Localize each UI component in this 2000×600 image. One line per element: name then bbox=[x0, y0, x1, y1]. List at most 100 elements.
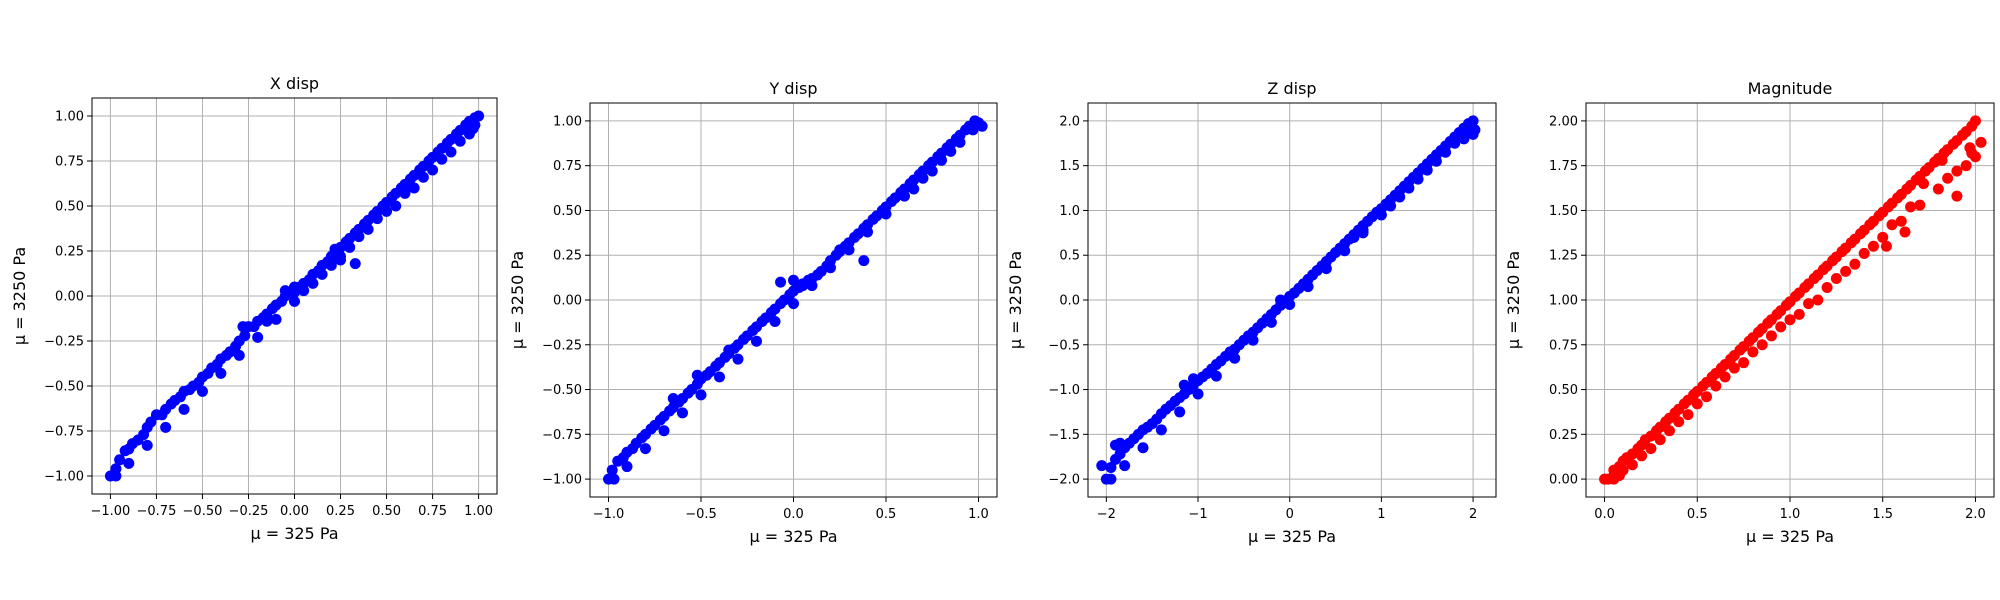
x-tick-label: 1.00 bbox=[464, 504, 493, 519]
data-point bbox=[1691, 398, 1703, 410]
data-point bbox=[862, 226, 873, 238]
data-point bbox=[1105, 473, 1117, 485]
data-point bbox=[329, 243, 341, 255]
data-point bbox=[1719, 371, 1731, 383]
data-point bbox=[325, 252, 337, 264]
data-point bbox=[1265, 316, 1277, 328]
x-tick-label: 0.0 bbox=[783, 507, 804, 522]
y-tick-label: 0.75 bbox=[553, 159, 582, 174]
data-point bbox=[1895, 215, 1907, 227]
x-tick-label: −0.25 bbox=[229, 504, 269, 519]
y-tick-label: −1.00 bbox=[44, 470, 84, 485]
data-point bbox=[1430, 155, 1442, 167]
x-tick-label: −0.75 bbox=[137, 504, 177, 519]
data-point bbox=[316, 268, 328, 280]
data-point bbox=[349, 258, 361, 270]
data-point bbox=[1357, 224, 1369, 236]
chart-title: Z disp bbox=[1267, 79, 1316, 98]
data-point bbox=[843, 244, 855, 256]
data-point bbox=[1899, 226, 1911, 238]
data-point bbox=[1728, 362, 1740, 374]
data-point bbox=[196, 385, 208, 397]
data-point bbox=[1738, 357, 1750, 369]
data-point bbox=[270, 313, 282, 325]
x-tick-label: 0 bbox=[1286, 507, 1294, 522]
y-tick-label: 0.75 bbox=[1549, 338, 1578, 353]
data-point bbox=[1905, 201, 1917, 213]
y-axis-label: μ = 3250 Pa bbox=[1006, 251, 1025, 349]
data-point bbox=[667, 393, 679, 404]
x-tick-label: 0.5 bbox=[1687, 507, 1708, 522]
data-point bbox=[1626, 459, 1638, 471]
data-point bbox=[289, 295, 300, 307]
data-point bbox=[1320, 263, 1332, 275]
data-point bbox=[691, 369, 703, 381]
data-point bbox=[1701, 391, 1713, 403]
data-point bbox=[1830, 273, 1842, 285]
data-point bbox=[1348, 231, 1360, 243]
data-point bbox=[1302, 281, 1314, 293]
data-point bbox=[858, 255, 870, 267]
x-ticks: 0.0 0.5 1.0 1.5 2.0 bbox=[1594, 497, 1986, 522]
data-point bbox=[1096, 460, 1108, 472]
data-point bbox=[408, 182, 420, 194]
subplot-magnitude: 0.0 0.5 1.0 1.5 2.0 0.00 0.25 0.50 0.75 1.00 1.25… bbox=[1504, 79, 1995, 546]
x-tick-label: 0.5 bbox=[876, 507, 897, 522]
x-tick-label: 0.25 bbox=[326, 504, 355, 519]
data-point bbox=[1765, 330, 1777, 342]
data-point bbox=[880, 208, 892, 220]
x-tick-label: −1.00 bbox=[90, 504, 130, 519]
grid bbox=[1088, 103, 1496, 497]
y-tick-label: 1.50 bbox=[1549, 204, 1578, 219]
y-tick-label: 0.00 bbox=[55, 290, 84, 305]
data-point bbox=[1803, 298, 1815, 310]
x-tick-label: 0.00 bbox=[280, 504, 309, 519]
scatter-points bbox=[104, 110, 485, 482]
x-tick-label: −2 bbox=[1097, 507, 1116, 522]
data-point bbox=[751, 335, 762, 347]
data-point bbox=[1210, 370, 1222, 382]
y-tick-label: 0.50 bbox=[1549, 383, 1578, 398]
data-point bbox=[908, 183, 920, 195]
y-tick-label: 1.5 bbox=[1059, 159, 1080, 174]
x-tick-label: 2 bbox=[1469, 507, 1477, 522]
x-tick-label: −0.50 bbox=[183, 504, 223, 519]
data-point bbox=[976, 120, 988, 132]
data-point bbox=[1663, 425, 1675, 437]
data-point bbox=[945, 145, 957, 157]
data-point bbox=[1394, 191, 1406, 203]
data-point bbox=[160, 421, 172, 433]
y-tick-label: −0.75 bbox=[542, 428, 582, 443]
data-point bbox=[1951, 165, 1963, 177]
data-point bbox=[1673, 416, 1685, 428]
data-point bbox=[1849, 258, 1861, 270]
data-point bbox=[427, 164, 439, 176]
data-point bbox=[390, 200, 402, 212]
data-point bbox=[1936, 154, 1948, 166]
data-point bbox=[1877, 231, 1889, 243]
data-point bbox=[1914, 199, 1926, 211]
data-point bbox=[473, 110, 485, 122]
data-point bbox=[1918, 178, 1930, 190]
grid bbox=[590, 103, 997, 497]
y-tick-label: 0.25 bbox=[55, 245, 84, 260]
data-point bbox=[1339, 245, 1351, 257]
data-point bbox=[1645, 443, 1657, 455]
data-point bbox=[695, 389, 707, 401]
data-point bbox=[1840, 265, 1852, 277]
data-point bbox=[1880, 240, 1892, 252]
x-tick-label: −1 bbox=[1188, 507, 1207, 522]
data-point bbox=[1421, 164, 1433, 176]
y-tick-label: 0.5 bbox=[1059, 249, 1080, 264]
data-point bbox=[640, 443, 651, 455]
chart-title: X disp bbox=[270, 74, 319, 93]
data-point bbox=[1275, 294, 1287, 306]
data-point bbox=[1114, 437, 1126, 449]
data-point bbox=[1187, 373, 1199, 385]
data-point bbox=[1613, 470, 1625, 482]
data-point bbox=[1951, 190, 1963, 202]
scatter-points bbox=[1599, 115, 1987, 485]
data-point bbox=[1137, 442, 1149, 454]
data-point bbox=[1440, 146, 1452, 158]
y-tick-label: 0.75 bbox=[55, 155, 84, 170]
